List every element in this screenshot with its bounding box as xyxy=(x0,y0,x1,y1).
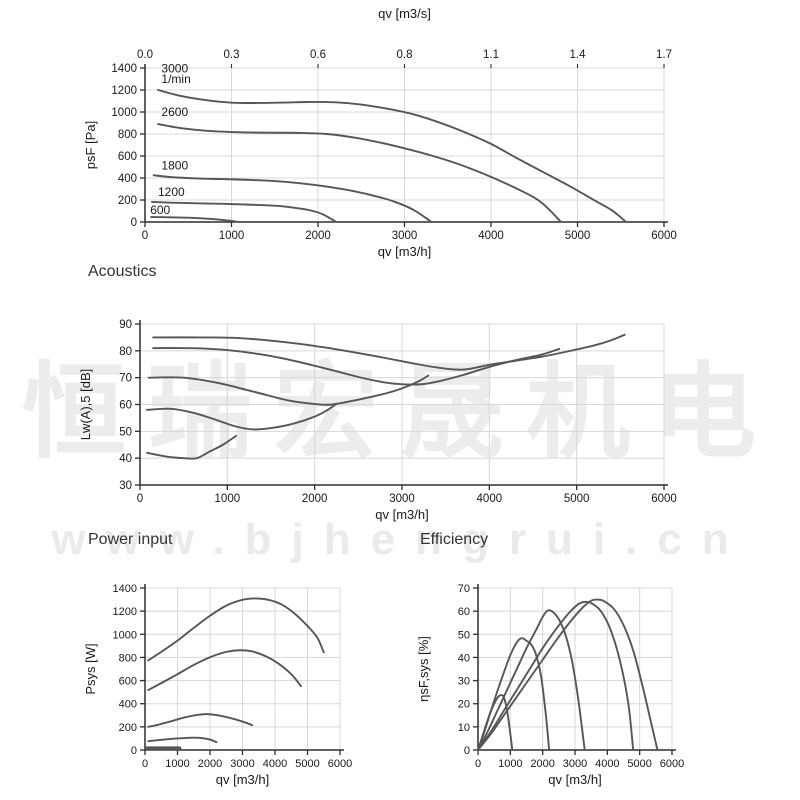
svg-text:1000: 1000 xyxy=(215,493,241,505)
svg-text:800: 800 xyxy=(119,652,137,664)
svg-text:2000: 2000 xyxy=(530,758,554,770)
svg-text:200: 200 xyxy=(118,195,137,207)
svg-text:80: 80 xyxy=(119,346,132,358)
svg-text:6000: 6000 xyxy=(660,758,684,770)
svg-text:6000: 6000 xyxy=(651,230,677,242)
svg-text:1200: 1200 xyxy=(158,185,185,199)
svg-text:1000: 1000 xyxy=(111,107,137,119)
svg-text:400: 400 xyxy=(118,173,137,185)
svg-text:Psys [W]: Psys [W] xyxy=(83,643,98,694)
svg-text:psF [Pa]: psF [Pa] xyxy=(83,121,98,169)
svg-text:90: 90 xyxy=(119,319,132,331)
svg-text:60: 60 xyxy=(458,606,470,618)
svg-text:600: 600 xyxy=(150,203,170,217)
svg-text:qv [m3/h]: qv [m3/h] xyxy=(216,772,269,787)
svg-text:1200: 1200 xyxy=(113,606,137,618)
svg-text:6000: 6000 xyxy=(651,493,677,505)
svg-text:1400: 1400 xyxy=(113,583,137,595)
svg-text:qv [m3/h]: qv [m3/h] xyxy=(375,507,428,522)
svg-text:0: 0 xyxy=(464,745,470,757)
svg-text:400: 400 xyxy=(119,699,137,711)
svg-text:200: 200 xyxy=(119,722,137,734)
svg-text:3000: 3000 xyxy=(392,230,418,242)
svg-text:ηsF,sys [%]: ηsF,sys [%] xyxy=(416,636,431,702)
svg-text:50: 50 xyxy=(458,629,470,641)
svg-text:3000: 3000 xyxy=(161,62,188,76)
efficiency-chart: 0 10 20 30 40 50 60 70 0 1000 2000 3000 4000 5000 6000… xyxy=(395,556,715,791)
svg-text:3000: 3000 xyxy=(230,758,254,770)
power-input-heading: Power input xyxy=(88,531,173,548)
svg-text:800: 800 xyxy=(118,129,137,141)
svg-text:4000: 4000 xyxy=(477,493,503,505)
svg-text:4000: 4000 xyxy=(595,758,619,770)
svg-text:10: 10 xyxy=(458,722,470,734)
svg-text:qv [m3/h]: qv [m3/h] xyxy=(378,244,431,259)
svg-text:2000: 2000 xyxy=(302,493,328,505)
svg-text:1.4: 1.4 xyxy=(570,49,587,61)
svg-text:0: 0 xyxy=(131,217,137,229)
pressure-curve-chart: 0 200 400 600 800 1000 1200 1400 0 1000 2000 3000 40… xyxy=(60,0,700,259)
svg-text:qv [m3/s]: qv [m3/s] xyxy=(378,6,431,21)
svg-text:0.3: 0.3 xyxy=(224,49,240,61)
svg-text:3000: 3000 xyxy=(563,758,587,770)
svg-text:1800: 1800 xyxy=(161,158,188,172)
svg-text:20: 20 xyxy=(458,699,470,711)
svg-text:40: 40 xyxy=(458,652,470,664)
svg-text:600: 600 xyxy=(118,151,137,163)
svg-text:5000: 5000 xyxy=(627,758,651,770)
efficiency-heading: Efficiency xyxy=(420,531,489,548)
svg-text:1000: 1000 xyxy=(219,230,245,242)
svg-text:2600: 2600 xyxy=(161,105,188,119)
acoustics-heading: Acoustics xyxy=(88,263,157,280)
svg-text:5000: 5000 xyxy=(295,758,319,770)
acoustics-chart: 30 40 50 60 70 80 90 0 1000 2000 3000 4000 5000 6000 q… xyxy=(60,300,700,525)
svg-text:0: 0 xyxy=(137,493,143,505)
svg-text:1.1: 1.1 xyxy=(483,49,499,61)
svg-text:0: 0 xyxy=(142,758,148,770)
svg-text:1000: 1000 xyxy=(113,629,137,641)
svg-text:1400: 1400 xyxy=(111,63,137,75)
svg-text:1.7: 1.7 xyxy=(656,49,672,61)
svg-text:70: 70 xyxy=(458,583,470,595)
svg-text:6000: 6000 xyxy=(328,758,352,770)
svg-text:4000: 4000 xyxy=(478,230,504,242)
svg-text:50: 50 xyxy=(119,426,132,438)
svg-text:0.8: 0.8 xyxy=(397,49,413,61)
svg-text:70: 70 xyxy=(119,373,132,385)
svg-text:30: 30 xyxy=(458,676,470,688)
svg-text:2000: 2000 xyxy=(198,758,222,770)
svg-text:0: 0 xyxy=(131,745,137,757)
svg-text:0: 0 xyxy=(475,758,481,770)
svg-text:40: 40 xyxy=(119,453,132,465)
svg-text:0.6: 0.6 xyxy=(310,49,326,61)
svg-text:60: 60 xyxy=(119,400,132,412)
svg-text:0.0: 0.0 xyxy=(137,49,153,61)
power-input-chart: 0 200 400 600 800 1000 1200 1400 0 1000 2000 3000 40… xyxy=(60,556,380,791)
svg-text:Lw(A),5 [dB]: Lw(A),5 [dB] xyxy=(78,369,93,441)
svg-text:2000: 2000 xyxy=(305,230,331,242)
svg-text:5000: 5000 xyxy=(565,230,591,242)
svg-text:1000: 1000 xyxy=(165,758,189,770)
svg-text:1200: 1200 xyxy=(111,85,137,97)
svg-text:5000: 5000 xyxy=(564,493,590,505)
svg-text:600: 600 xyxy=(119,676,137,688)
svg-text:3000: 3000 xyxy=(389,493,415,505)
svg-text:30: 30 xyxy=(119,480,132,492)
svg-text:1/min: 1/min xyxy=(161,72,190,86)
svg-text:1000: 1000 xyxy=(498,758,522,770)
svg-text:0: 0 xyxy=(142,230,148,242)
svg-text:4000: 4000 xyxy=(263,758,287,770)
svg-text:qv [m3/h]: qv [m3/h] xyxy=(548,772,601,787)
